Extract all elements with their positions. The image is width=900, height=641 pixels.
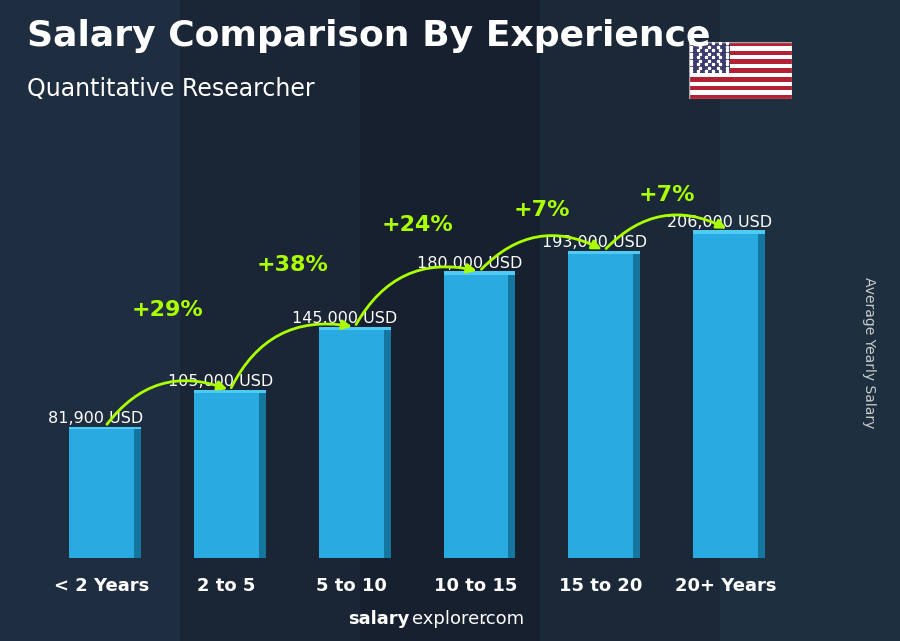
Bar bbox=[688, 72, 792, 77]
Bar bbox=[69, 429, 134, 558]
Text: explorer: explorer bbox=[412, 610, 487, 628]
Text: +29%: +29% bbox=[131, 301, 203, 320]
Text: 105,000 USD: 105,000 USD bbox=[167, 374, 273, 389]
Bar bbox=[444, 274, 508, 558]
Bar bbox=[758, 234, 765, 558]
Bar bbox=[444, 271, 516, 274]
Text: salary: salary bbox=[348, 610, 410, 628]
Text: 81,900 USD: 81,900 USD bbox=[48, 411, 143, 426]
Bar bbox=[688, 90, 792, 95]
Text: Salary Comparison By Experience: Salary Comparison By Experience bbox=[27, 19, 710, 53]
Bar bbox=[688, 86, 792, 90]
Bar bbox=[688, 69, 792, 72]
Bar bbox=[194, 390, 266, 392]
Bar bbox=[693, 234, 758, 558]
Text: Quantitative Researcher: Quantitative Researcher bbox=[27, 77, 315, 101]
Text: +24%: +24% bbox=[382, 215, 453, 235]
Bar bbox=[568, 251, 640, 254]
Text: 180,000 USD: 180,000 USD bbox=[417, 256, 523, 271]
Bar bbox=[688, 95, 792, 99]
Bar bbox=[568, 254, 634, 558]
Text: 206,000 USD: 206,000 USD bbox=[667, 215, 772, 230]
Bar bbox=[319, 327, 391, 329]
Bar bbox=[259, 392, 266, 558]
Bar bbox=[194, 392, 259, 558]
Bar bbox=[688, 64, 792, 69]
Bar bbox=[688, 42, 792, 46]
Bar bbox=[693, 230, 765, 234]
Bar bbox=[134, 429, 141, 558]
Bar bbox=[688, 51, 792, 55]
Bar bbox=[688, 60, 792, 64]
Bar bbox=[508, 274, 516, 558]
Bar bbox=[688, 46, 792, 51]
Bar bbox=[688, 81, 792, 86]
Bar bbox=[688, 55, 792, 60]
Text: .com: .com bbox=[480, 610, 524, 628]
Bar bbox=[319, 329, 383, 558]
Text: 193,000 USD: 193,000 USD bbox=[542, 235, 647, 251]
Text: +7%: +7% bbox=[514, 200, 570, 220]
Bar bbox=[383, 329, 391, 558]
Text: +38%: +38% bbox=[256, 255, 328, 275]
Bar bbox=[688, 77, 792, 81]
Text: 145,000 USD: 145,000 USD bbox=[292, 311, 398, 326]
Bar bbox=[69, 426, 141, 429]
Bar bbox=[688, 42, 730, 72]
Text: Average Yearly Salary: Average Yearly Salary bbox=[861, 277, 876, 428]
Bar bbox=[634, 254, 640, 558]
Text: +7%: +7% bbox=[638, 185, 695, 205]
